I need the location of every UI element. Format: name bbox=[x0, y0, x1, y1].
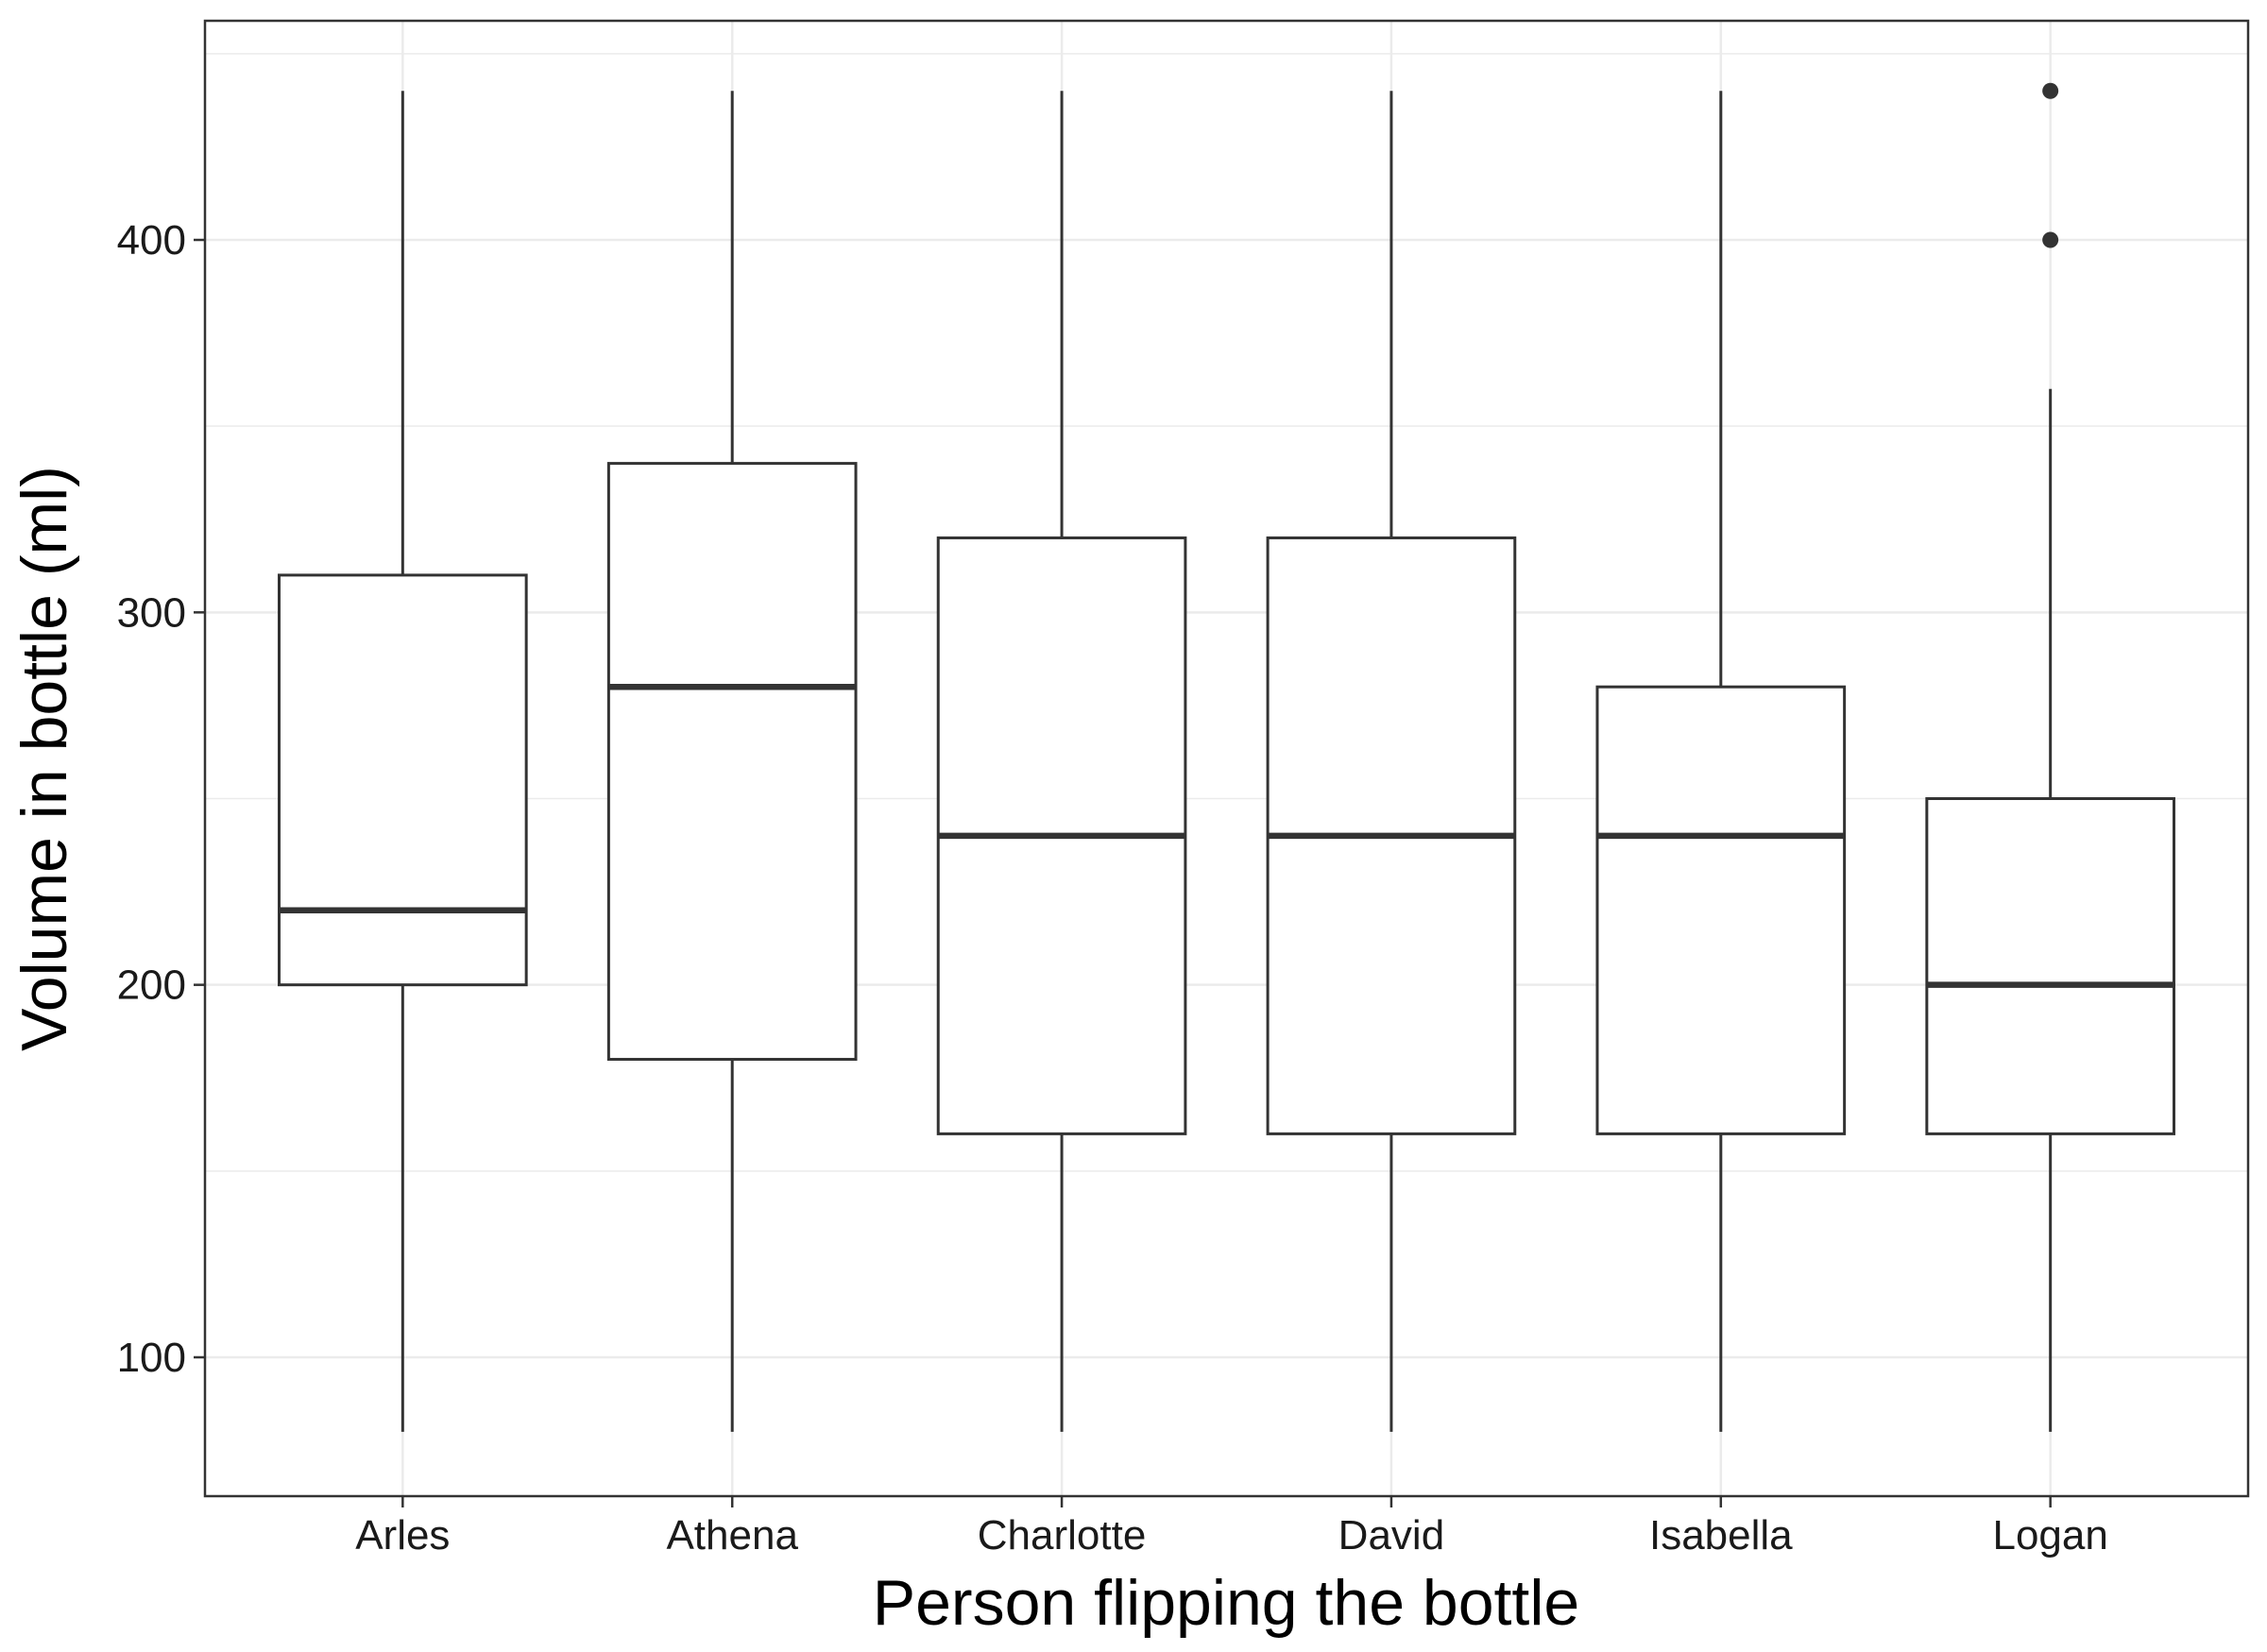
box-group bbox=[936, 91, 1187, 1432]
x-tick-label: Arles bbox=[355, 1512, 450, 1558]
box bbox=[606, 462, 858, 1062]
y-tick-label: 300 bbox=[117, 589, 186, 636]
x-tick-label: Isabella bbox=[1649, 1512, 1793, 1558]
boxes bbox=[277, 82, 2176, 1432]
box bbox=[277, 573, 528, 987]
x-axis-title: Person flipping the bottle bbox=[873, 1567, 1580, 1639]
y-tick-label: 400 bbox=[117, 217, 186, 264]
x-tick-label: David bbox=[1338, 1512, 1445, 1558]
box-group bbox=[1595, 91, 1847, 1432]
outlier-point bbox=[2042, 231, 2059, 248]
box-group bbox=[277, 91, 528, 1432]
box-group bbox=[606, 91, 858, 1432]
box-group bbox=[1266, 91, 1517, 1432]
x-tick-label: Athena bbox=[666, 1512, 798, 1558]
x-axis: Arles Athena Charlotte David Isabella Logan bbox=[355, 1496, 2108, 1558]
y-tick-label: 100 bbox=[117, 1335, 186, 1381]
box bbox=[1595, 685, 1847, 1135]
box-group bbox=[1925, 82, 2176, 1432]
x-tick-label: Charlotte bbox=[978, 1512, 1147, 1558]
x-tick-label: Logan bbox=[1992, 1512, 2107, 1558]
outlier-point bbox=[2042, 82, 2059, 99]
panel-border bbox=[203, 19, 2250, 1498]
y-axis: 100 200 300 400 bbox=[117, 217, 205, 1381]
box bbox=[1925, 797, 2176, 1135]
y-axis-title: Volume in bottle (ml) bbox=[9, 466, 80, 1051]
y-tick-label: 200 bbox=[117, 962, 186, 1009]
